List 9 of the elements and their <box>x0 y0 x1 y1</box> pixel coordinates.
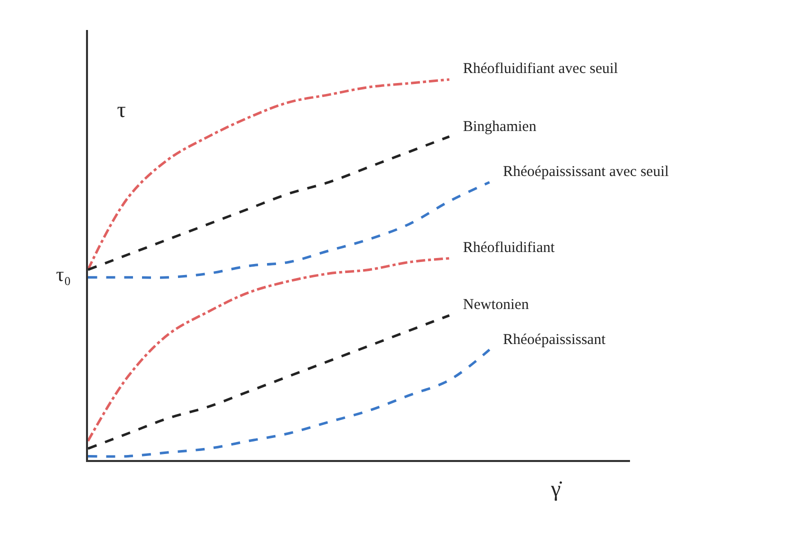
x-axis-title: γ̇ <box>550 476 563 501</box>
series-label: Newtonien <box>463 297 530 313</box>
series-label: Binghamien <box>463 119 537 135</box>
series-label: Rhéofluidifiant avec seuil <box>463 61 618 77</box>
y-axis-title: τ <box>117 97 126 122</box>
series-label: Rhéoépaississant avec seuil <box>503 164 669 180</box>
annotation: τ₀ <box>56 264 72 286</box>
series-label: Rhéoépaississant <box>503 332 606 348</box>
series-label: Rhéofluidifiant <box>463 240 556 256</box>
